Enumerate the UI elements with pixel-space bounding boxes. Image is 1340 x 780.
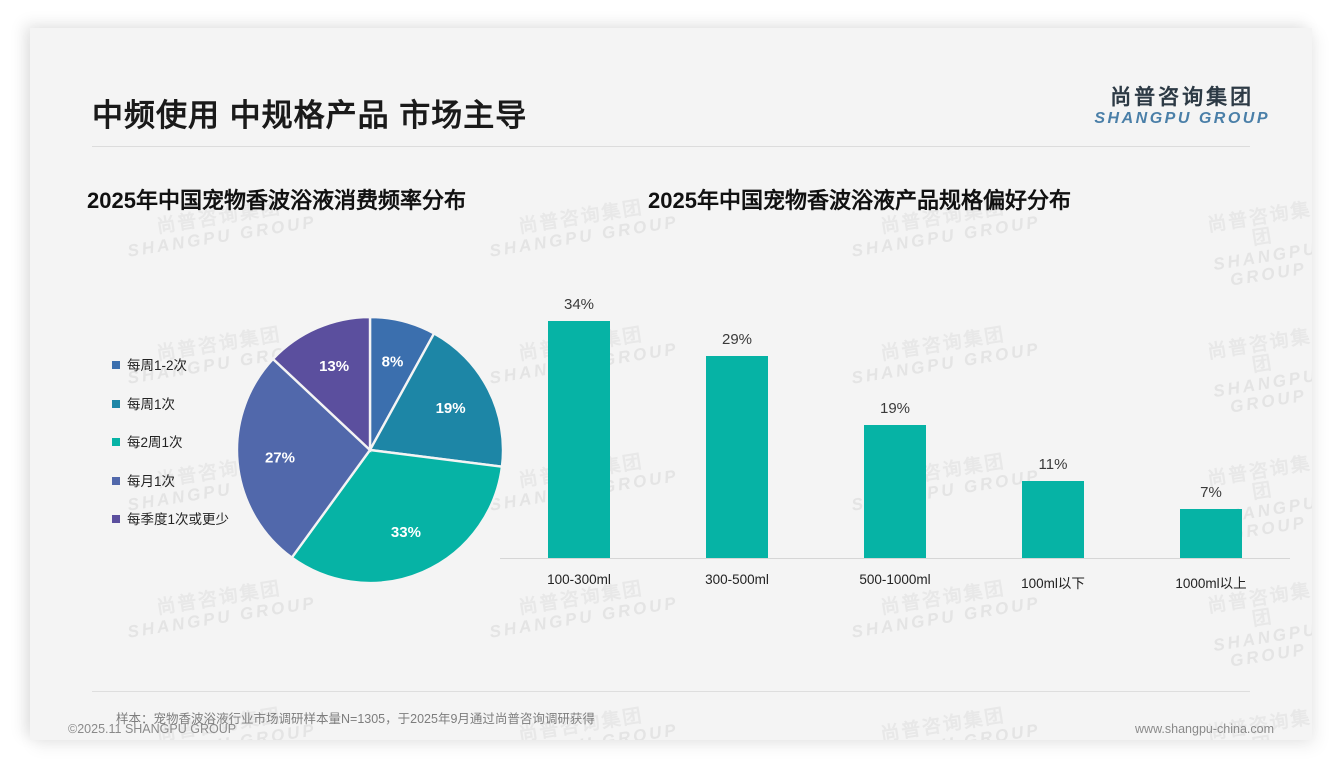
footer-copyright: ©2025.11 SHANGPU GROUP (68, 722, 237, 736)
pie-slice[interactable] (235, 357, 372, 560)
bar-rect[interactable] (1022, 481, 1084, 558)
bar-chart-panel: 34% 29% 19% 11% 7% 100-300ml 300-500ml 500-100… (500, 286, 1290, 598)
slide-canvas: 尚普咨询集团 SHANGPU GROUP 尚普咨询集团 SHANGPU GROUP 尚普… (30, 28, 1312, 740)
bar-rect[interactable] (1180, 509, 1242, 558)
pie-chart-panel: 每周1-2次 每周1次每2周1次每月1次每季度1次或更少 8% 19% 33% 27% 1… (70, 288, 530, 598)
pie-chart-title: 2025年中国宠物香波浴液消费频率分布 (87, 188, 466, 213)
pie-slice[interactable] (368, 331, 505, 469)
pie-chart-graphic: 8% 19% 33% 27% 13% (235, 315, 505, 585)
legend-item-label: 每周1-2次 (127, 358, 188, 373)
bar-category-label: 100ml以下 (1021, 576, 1085, 591)
legend-item-label: 每周1次 (127, 396, 176, 412)
bar-chart-title: 2025年中国宠物香波浴液产品规格偏好分布 (648, 188, 1071, 213)
logo-english-text: SHANGPU GROUP (1094, 109, 1270, 127)
pie-chart-legend: 每周1-2次 每周1次每2周1次每月1次每季度1次或更少 (112, 356, 247, 549)
bar-chart-plot-area: 34% 29% 19% 11% 7% (500, 286, 1290, 558)
legend-item[interactable]: 每周1次 (112, 395, 247, 415)
bar-column: 19% (816, 286, 974, 558)
bar-column: 7% (1132, 286, 1290, 558)
bar-column: 29% (658, 286, 816, 558)
bar-value-label: 11% (1038, 456, 1068, 473)
header-divider (92, 146, 1250, 147)
page-title: 中频使用 中规格产品 市场主导 (92, 98, 528, 133)
bar-value-label: 7% (1200, 484, 1222, 501)
legend-item-label: 每月1次 (127, 473, 176, 489)
pie-slice-label: 19% (436, 400, 466, 417)
legend-color-swatch (112, 515, 120, 524)
bar-column: 34% (500, 286, 658, 558)
bar-category-label: 100-300ml (547, 572, 611, 587)
bar-rect[interactable] (706, 356, 768, 558)
bar-value-label: 29% (721, 331, 753, 348)
bar-category-label: 1000ml以上 (1175, 576, 1247, 591)
bar-column: 11% (974, 286, 1132, 558)
legend-color-swatch (112, 361, 120, 369)
legend-item-label: 每2周1次 (127, 435, 183, 451)
pie-slice-label: 27% (265, 449, 295, 466)
footer-website: www.shangpu-china.com (1135, 722, 1274, 736)
slide-header: 中频使用 中规格产品 市场主导 尚普咨询集团 SHANGPU GROUP (30, 28, 1312, 133)
pie-slice-label: 13% (319, 358, 349, 375)
source-note: 样本：宠物香波浴液行业市场调研样本量N=1305，于2025年9月通过尚普咨询调… (116, 712, 595, 726)
logo-chinese-text: 尚普咨询集团 (1110, 86, 1255, 109)
bar-category-label: 500-1000ml (859, 572, 931, 587)
legend-color-swatch (112, 399, 120, 408)
legend-item[interactable]: 每季度1次或更少 (112, 510, 247, 530)
legend-item[interactable]: 每2周1次 (112, 433, 247, 453)
bar-chart-axis-line (500, 558, 1290, 559)
legend-item[interactable]: 每周1-2次 (112, 356, 247, 376)
pie-slice-label: 33% (391, 524, 421, 541)
slide-footer: ©2025.11 SHANGPU GROUP www.shangpu-china… (30, 712, 1312, 752)
bar-value-label: 19% (879, 400, 911, 417)
bar-category-label: 300-500ml (705, 572, 769, 587)
bar-rect[interactable] (548, 321, 610, 558)
source-divider (92, 691, 1250, 692)
legend-item[interactable]: 每月1次 (112, 472, 247, 492)
legend-item-label: 每季度1次或更少 (127, 512, 230, 528)
legend-color-swatch (112, 438, 120, 447)
bar-rect[interactable] (864, 425, 926, 558)
pie-slice[interactable] (271, 315, 372, 453)
legend-color-swatch (112, 476, 120, 485)
bar-value-label: 34% (563, 296, 595, 313)
company-logo: 尚普咨询集团 SHANGPU GROUP (1094, 86, 1270, 127)
pie-slice[interactable] (290, 448, 504, 585)
pie-slice-label: 8% (382, 353, 404, 370)
